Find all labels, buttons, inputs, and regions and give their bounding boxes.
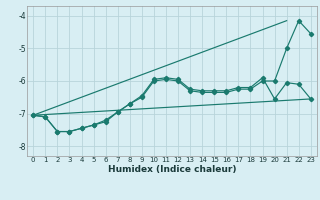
X-axis label: Humidex (Indice chaleur): Humidex (Indice chaleur) bbox=[108, 165, 236, 174]
